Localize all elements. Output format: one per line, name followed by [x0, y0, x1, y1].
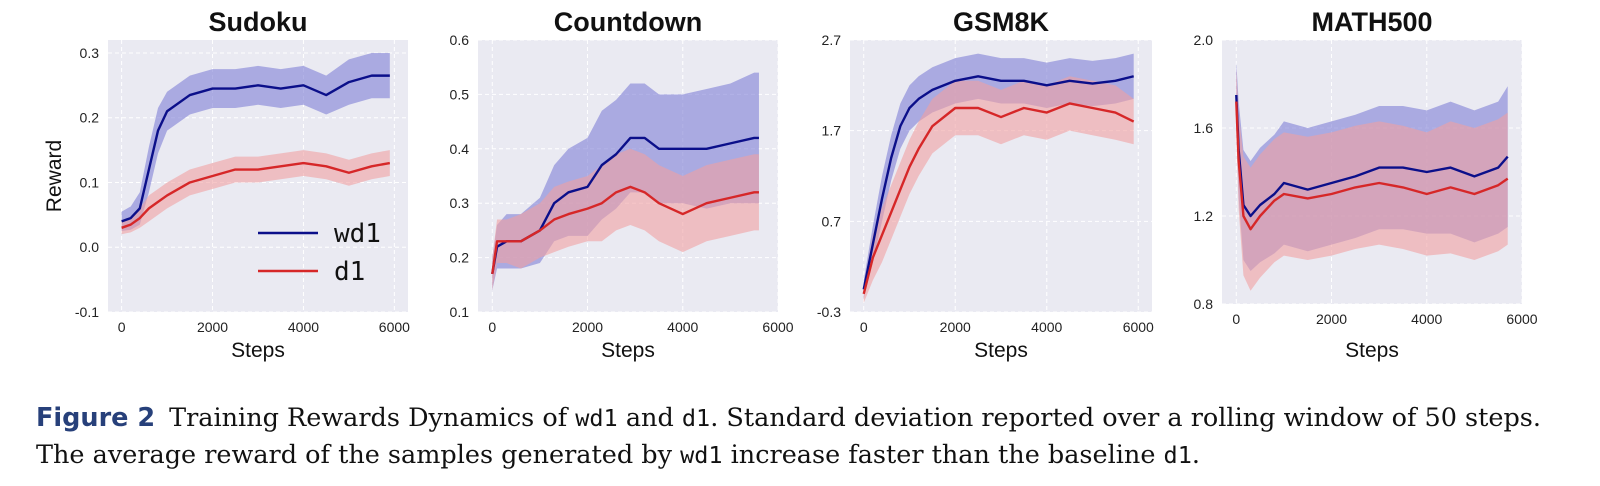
- std-band-d1: [863, 76, 1134, 303]
- y-tick-label: 2.0: [1194, 32, 1214, 48]
- chart-title: Sudoku: [209, 7, 308, 37]
- chart-title: GSM8K: [953, 7, 1050, 37]
- caption-text-2: and: [617, 403, 682, 433]
- x-tick-label: 6000: [1123, 319, 1154, 335]
- caption-text-4: increase faster than the baseline: [722, 440, 1164, 470]
- chart-panel-4: 0 2000 4000 6000 0.8 1.2 1.6 2.0 MATH500 Steps: [1194, 7, 1538, 362]
- y-tick-label: 2.7: [822, 32, 842, 48]
- figure: 0 2000 4000 6000 -0.1 0.0 0.1 0.2 0.3 Sudoku Steps…: [43, 7, 1538, 362]
- caption-text-1: Training Rewards Dynamics of: [169, 403, 576, 433]
- caption-text-5: .: [1191, 440, 1200, 470]
- x-tick-label: 6000: [1506, 311, 1537, 327]
- y-tick-label: 0.6: [450, 32, 470, 48]
- figure-caption: Figure 2 Training Rewards Dynamics of wd1…: [36, 400, 1576, 474]
- caption-text-3: . Standard deviation reported over a rol…: [36, 403, 1541, 470]
- x-tick-label: 2000: [1316, 311, 1347, 327]
- caption-label: Figure 2: [36, 403, 156, 433]
- series-line-wd1: [862, 75, 1134, 290]
- y-tick-label: 0.3: [80, 45, 100, 61]
- y-tick-label: 0.3: [450, 195, 470, 211]
- x-tick-label: 6000: [762, 319, 793, 335]
- caption-code-2: d1: [681, 404, 711, 432]
- y-axis-label: Reward: [43, 140, 66, 212]
- series-line-d1: [862, 102, 1135, 295]
- y-tick-label: -0.3: [817, 304, 841, 320]
- x-tick-label: 0: [488, 319, 496, 335]
- x-tick-label: 2000: [940, 319, 971, 335]
- y-tick-label: 0.2: [80, 110, 100, 126]
- series-line-wd1: [121, 74, 390, 223]
- x-tick-label: 4000: [1031, 319, 1062, 335]
- std-band-d1: [1236, 68, 1508, 291]
- x-tick-label: 2000: [197, 319, 228, 335]
- legend-label-d1: d1: [334, 257, 365, 287]
- x-tick-label: 0: [860, 319, 868, 335]
- y-tick-label: 0.1: [450, 304, 470, 320]
- y-tick-label: 0.4: [450, 141, 470, 157]
- x-axis-label: Steps: [1345, 339, 1399, 362]
- x-tick-label: 0: [1232, 311, 1240, 327]
- x-tick-label: 4000: [1411, 311, 1442, 327]
- y-tick-label: 1.2: [1194, 208, 1214, 224]
- series-line-d1: [1235, 101, 1509, 231]
- x-axis-label: Steps: [231, 339, 285, 362]
- x-tick-label: 0: [118, 319, 126, 335]
- y-tick-label: 0.7: [822, 213, 842, 229]
- x-tick-label: 2000: [572, 319, 603, 335]
- y-tick-label: 0.1: [80, 174, 100, 190]
- series-line-d1: [121, 161, 391, 229]
- x-tick-label: 4000: [667, 319, 698, 335]
- x-axis-label: Steps: [974, 339, 1028, 362]
- y-tick-label: -0.1: [75, 304, 99, 320]
- x-tick-label: 6000: [379, 319, 410, 335]
- chart-title: Countdown: [554, 7, 702, 37]
- legend-label-wd1: wd1: [334, 219, 381, 249]
- std-band-wd1: [121, 52, 390, 232]
- chart-title: MATH500: [1311, 7, 1432, 37]
- x-axis-label: Steps: [601, 339, 655, 362]
- chart-panel-2: 0 2000 4000 6000 0.1 0.2 0.3 0.4 0.5 0.6 Countdown…: [450, 7, 794, 362]
- caption-code-3: wd1: [680, 441, 723, 469]
- std-band-d1: [121, 150, 390, 235]
- y-tick-label: 0.0: [80, 239, 100, 255]
- y-tick-label: 0.8: [1194, 296, 1214, 312]
- chart-panel-1: 0 2000 4000 6000 -0.1 0.0 0.1 0.2 0.3 Sudoku Steps…: [43, 7, 410, 362]
- y-tick-label: 1.7: [822, 123, 842, 139]
- caption-code-4: d1: [1163, 441, 1192, 469]
- chart-panel-3: 0 2000 4000 6000 -0.3 0.7 1.7 2.7 GSM8K Steps: [817, 7, 1154, 362]
- series-line-wd1: [1235, 94, 1509, 218]
- std-band-d1: [492, 148, 759, 291]
- y-tick-label: 0.2: [450, 250, 470, 266]
- series-line-d1: [491, 185, 759, 275]
- x-tick-label: 4000: [288, 319, 319, 335]
- y-tick-label: 1.6: [1194, 120, 1214, 136]
- caption-code-1: wd1: [575, 404, 618, 432]
- y-tick-label: 0.5: [450, 86, 470, 102]
